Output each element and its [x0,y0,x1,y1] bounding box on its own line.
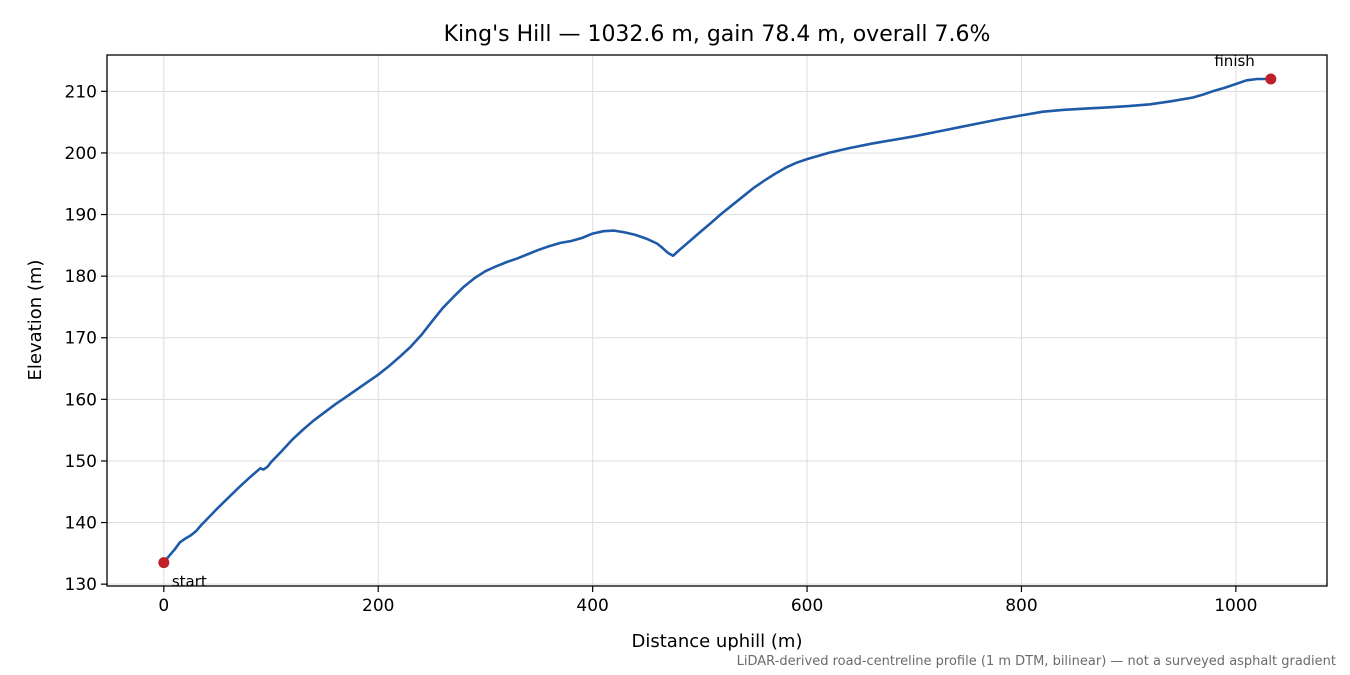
grid [107,55,1327,586]
x-axis-title: Distance uphill (m) [632,631,803,652]
x-axis-ticks: 0 200 400 600 800 1000 [158,586,1258,616]
x-tick-label: 1000 [1214,596,1257,616]
y-tick-label: 180 [65,267,97,287]
y-tick-label: 140 [65,514,97,534]
y-tick-label: 160 [65,390,97,410]
y-tick-label: 210 [65,82,97,102]
y-axis-ticks: 130 140 150 160 170 180 190 200 210 [65,82,107,595]
finish-marker [1265,73,1277,85]
x-tick-label: 800 [1005,596,1037,616]
start-label: start [172,573,207,591]
start-marker [158,557,170,569]
y-axis-title: Elevation (m) [25,260,46,381]
footnote: LiDAR-derived road-centreline profile (1… [737,654,1336,669]
series-layer [162,77,1273,564]
x-tick-label: 600 [791,596,823,616]
x-tick-label: 0 [158,596,169,616]
y-tick-label: 130 [65,575,97,595]
marker-layer: start finish [158,52,1277,591]
y-tick-label: 150 [65,452,97,472]
x-tick-label: 200 [362,596,394,616]
plot-frame [106,54,1328,587]
elevation-line [162,77,1273,564]
y-tick-label: 170 [65,329,97,349]
chart-title: King's Hill — 1032.6 m, gain 78.4 m, ove… [444,22,991,47]
y-tick-label: 200 [65,144,97,164]
y-tick-label: 190 [65,206,97,226]
x-tick-label: 400 [576,596,608,616]
finish-label: finish [1214,52,1254,70]
